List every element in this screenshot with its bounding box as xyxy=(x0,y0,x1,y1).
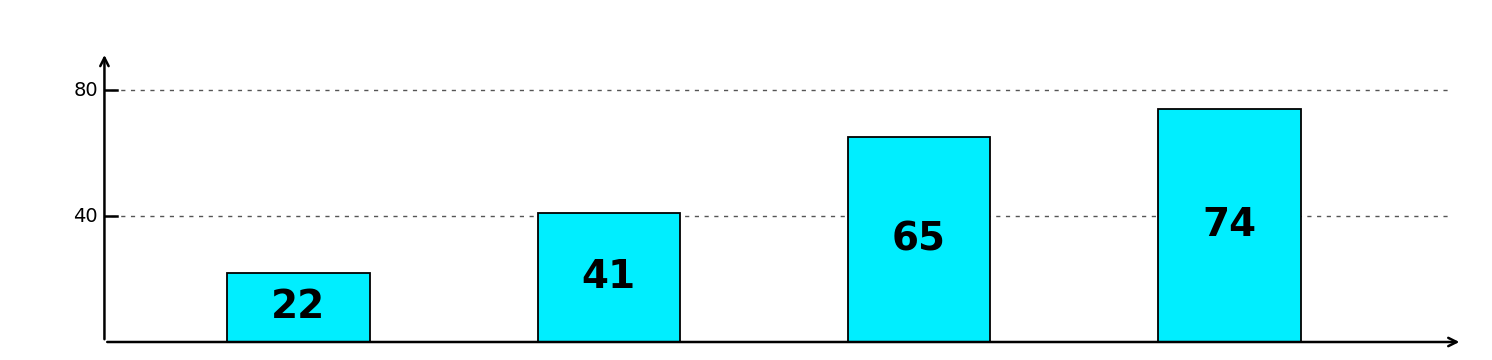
Bar xyxy=(1158,109,1301,342)
Bar xyxy=(847,137,991,342)
Bar xyxy=(227,273,370,342)
Text: 22: 22 xyxy=(272,288,325,327)
Text: 40: 40 xyxy=(73,207,98,225)
Text: 65: 65 xyxy=(892,221,946,258)
Text: 74: 74 xyxy=(1203,206,1256,244)
Text: 41: 41 xyxy=(582,258,636,296)
Text: 80: 80 xyxy=(73,81,98,99)
Bar xyxy=(537,213,680,342)
